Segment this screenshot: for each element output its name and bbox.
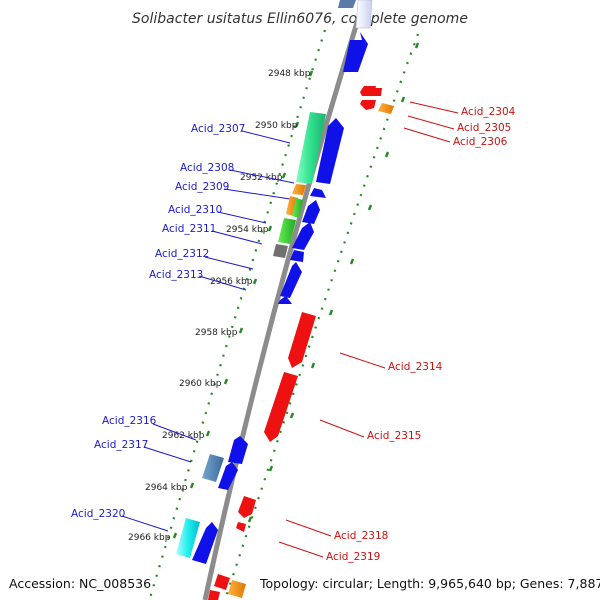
gene-reverse-arrow[interactable] xyxy=(373,88,382,96)
gene-forward-arrow[interactable] xyxy=(302,200,320,224)
gene-forward-arrow[interactable] xyxy=(218,462,238,490)
gene-forward-arrow[interactable] xyxy=(310,188,326,198)
reverse-gene-labels: Acid_2304 Acid_2305 Acid_2306 Acid_2314 … xyxy=(326,106,516,563)
kbp-label: 2954 kbp xyxy=(226,225,269,235)
outer-major-ticks xyxy=(247,42,420,523)
gene-forward-arrow[interactable] xyxy=(278,296,292,304)
gene-rna-feature[interactable] xyxy=(296,112,326,184)
forward-gene-labels: Acid_2307 Acid_2308 Acid_2309 Acid_2310 … xyxy=(71,123,245,520)
inner-scale-track xyxy=(148,29,327,599)
kbp-label: 2962 kbp xyxy=(162,431,205,441)
gene-label-acid-2305[interactable]: Acid_2305 xyxy=(457,122,511,134)
gene-forward-arrow[interactable] xyxy=(192,522,218,564)
gene-reverse-arrow[interactable] xyxy=(360,100,376,110)
kbp-label: 2966 kbp xyxy=(128,533,171,543)
scale-major-ticks xyxy=(172,70,314,539)
gene-lime-feature[interactable] xyxy=(292,198,303,218)
gene-steel-feature-acid-2317[interactable] xyxy=(202,454,224,482)
gene-label-acid-2316[interactable]: Acid_2316 xyxy=(102,415,157,427)
gene-forward-arrow-acid-2316[interactable] xyxy=(228,436,248,464)
gene-label-acid-2312[interactable]: Acid_2312 xyxy=(155,248,209,260)
kbp-label: 2964 kbp xyxy=(145,483,188,493)
kbp-label: 2948 kbp xyxy=(268,69,311,79)
gene-reverse-arrow-acid-2319[interactable] xyxy=(236,522,246,532)
gene-forward-arrow[interactable] xyxy=(343,32,368,72)
left-leader-lines xyxy=(121,130,295,532)
gene-reverse-arrow-acid-2315[interactable] xyxy=(264,372,298,442)
gene-orange-feature[interactable] xyxy=(228,580,246,598)
kbp-label: 2950 kbp xyxy=(255,121,298,131)
kbp-label: 2960 kbp xyxy=(179,379,222,389)
gene-forward-arrow[interactable] xyxy=(355,0,373,29)
gene-reverse-arrow[interactable] xyxy=(208,590,220,600)
gene-label-acid-2306[interactable]: Acid_2306 xyxy=(453,136,508,148)
gene-forward-arrow[interactable] xyxy=(316,118,344,184)
gene-cyan-feature-acid-2320[interactable] xyxy=(176,518,200,558)
gene-label-acid-2313[interactable]: Acid_2313 xyxy=(149,269,203,281)
gene-orange-feature[interactable] xyxy=(292,184,306,195)
gene-label-acid-2319[interactable]: Acid_2319 xyxy=(326,551,380,563)
genome-summary-text: Topology: circular; Length: 9,965,640 bp… xyxy=(259,576,600,591)
gene-label-acid-2308[interactable]: Acid_2308 xyxy=(180,162,234,174)
gene-forward-arrow[interactable] xyxy=(338,0,356,8)
gene-label-acid-2318[interactable]: Acid_2318 xyxy=(334,530,388,542)
gene-forward-arrow[interactable] xyxy=(280,262,302,298)
kbp-label: 2958 kbp xyxy=(195,328,238,338)
gene-label-acid-2311[interactable]: Acid_2311 xyxy=(162,223,216,235)
gene-grey-feature[interactable] xyxy=(273,244,288,258)
gene-label-acid-2315[interactable]: Acid_2315 xyxy=(367,430,421,442)
gene-forward-arrow[interactable] xyxy=(292,222,314,250)
right-leader-lines xyxy=(278,101,459,558)
gene-label-acid-2307[interactable]: Acid_2307 xyxy=(191,123,245,135)
gene-reverse-arrow[interactable] xyxy=(360,86,376,96)
gene-label-acid-2310[interactable]: Acid_2310 xyxy=(168,204,222,216)
gene-orange-feature[interactable] xyxy=(378,103,394,114)
genome-backbone xyxy=(202,0,367,600)
gene-label-acid-2314[interactable]: Acid_2314 xyxy=(388,361,443,373)
gene-label-acid-2320[interactable]: Acid_2320 xyxy=(71,508,125,520)
gene-reverse-arrow-acid-2314[interactable] xyxy=(288,312,316,368)
kbp-label: 2952 kbp xyxy=(240,173,283,183)
gene-lime-feature[interactable] xyxy=(278,218,296,244)
gene-reverse-arrow-acid-2318[interactable] xyxy=(238,496,256,518)
map-title: Solibacter usitatus Ellin6076, complete … xyxy=(132,11,468,27)
gene-label-acid-2309[interactable]: Acid_2309 xyxy=(175,181,229,193)
accession-text: Accession: NC_008536 xyxy=(9,576,151,591)
kbp-labels: 2948 kbp 2950 kbp 2952 kbp 2954 kbp 2956… xyxy=(128,69,311,543)
gene-label-acid-2304[interactable]: Acid_2304 xyxy=(461,106,516,118)
gene-label-acid-2317[interactable]: Acid_2317 xyxy=(94,439,148,451)
gene-forward-arrow[interactable] xyxy=(290,250,304,262)
gene-reverse-arrow[interactable] xyxy=(214,574,230,590)
kbp-label: 2956 kbp xyxy=(210,277,253,287)
